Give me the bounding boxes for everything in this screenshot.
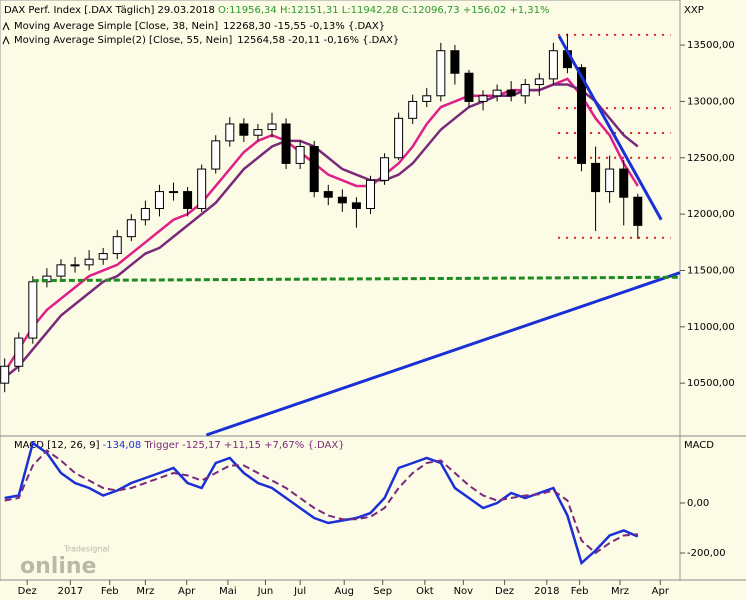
candle-body bbox=[169, 191, 179, 194]
x-tick-label: Feb bbox=[101, 586, 119, 597]
candle-body bbox=[28, 281, 38, 339]
legend-entry: Moving Average Simple [Close, 38, Nein] bbox=[14, 21, 218, 32]
x-tick-label: Dez bbox=[18, 586, 37, 597]
candle-body bbox=[56, 264, 66, 277]
x-tick-label: Dez bbox=[495, 586, 514, 597]
candle-body bbox=[98, 253, 108, 260]
axis-label: MACD bbox=[684, 440, 714, 451]
trend-line bbox=[205, 271, 681, 437]
legend-value: 12564,58 -20,11 -0,16% {.DAX} bbox=[237, 35, 399, 46]
candle-body bbox=[633, 196, 643, 226]
x-tick-label: Jul bbox=[293, 586, 306, 597]
candle-body bbox=[380, 157, 390, 181]
candle-body bbox=[0, 365, 10, 384]
candle-body bbox=[239, 123, 249, 136]
candle-body bbox=[577, 67, 587, 164]
x-tick-label: Okt bbox=[416, 586, 434, 597]
candle-body bbox=[309, 146, 319, 193]
candle-body bbox=[464, 72, 474, 102]
x-tick-label: Feb bbox=[571, 586, 589, 597]
y-tick-label: 10500,00 bbox=[687, 378, 735, 389]
x-tick-label: Mrz bbox=[611, 586, 629, 597]
candle-body bbox=[351, 202, 361, 209]
x-tick-label: Apr bbox=[178, 586, 196, 597]
macd-line bbox=[4, 440, 639, 566]
watermark-logo: online bbox=[20, 554, 96, 579]
candle-body bbox=[253, 129, 263, 136]
candle-body bbox=[591, 162, 601, 193]
x-tick-label: 2017 bbox=[58, 586, 83, 597]
candle-body bbox=[14, 337, 24, 367]
x-tick-label: Aug bbox=[334, 586, 354, 597]
candle-body bbox=[126, 219, 136, 238]
candle-body bbox=[183, 191, 193, 209]
candle-body bbox=[422, 95, 432, 102]
plot-frame bbox=[0, 0, 681, 581]
x-tick-label: Nov bbox=[454, 586, 474, 597]
x-tick-label: Mai bbox=[219, 586, 237, 597]
y-tick-label: 11500,00 bbox=[687, 265, 735, 276]
candle-body bbox=[84, 258, 94, 266]
y-tick-label: 12500,00 bbox=[687, 153, 735, 164]
candle-body bbox=[492, 89, 502, 97]
candle-body bbox=[520, 84, 530, 97]
candle-body bbox=[605, 168, 615, 193]
legend-value: 12268,30 -15,55 -0,13% {.DAX} bbox=[223, 21, 385, 32]
candle-body bbox=[548, 50, 558, 80]
axis-label: XXP bbox=[684, 5, 704, 16]
candle-body bbox=[450, 50, 460, 74]
trend-line bbox=[557, 35, 663, 221]
y-tick-label: -200,00 bbox=[687, 548, 726, 559]
candle-body bbox=[225, 123, 235, 142]
y-tick-label: 12000,00 bbox=[687, 209, 735, 220]
candle-body bbox=[436, 50, 446, 97]
y-tick-label: 11000,00 bbox=[687, 322, 735, 333]
candle-body bbox=[295, 146, 305, 164]
candle-body bbox=[408, 100, 418, 119]
candle-body bbox=[281, 123, 291, 164]
legend-icon bbox=[2, 35, 10, 45]
watermark-brand: Tradesignal bbox=[63, 545, 110, 554]
y-tick-label: 13500,00 bbox=[687, 40, 735, 51]
legend-icon bbox=[2, 21, 10, 31]
candle-body bbox=[211, 140, 221, 170]
candle-body bbox=[197, 168, 207, 209]
candle-body bbox=[70, 264, 80, 267]
x-tick-label: Mrz bbox=[136, 586, 154, 597]
candle-body bbox=[365, 179, 375, 209]
candle-body bbox=[619, 168, 629, 198]
candle-body bbox=[534, 78, 544, 86]
y-tick-label: 13000,00 bbox=[687, 96, 735, 107]
candle-body bbox=[506, 89, 516, 97]
x-tick-label: Sep bbox=[373, 586, 392, 597]
chart-title: DAX Perf. Index [.DAX Täglich] 29.03.201… bbox=[4, 5, 550, 16]
macd-line bbox=[4, 449, 638, 555]
x-tick-label: Jun bbox=[257, 586, 274, 597]
legend-entry: Moving Average Simple(2) [Close, 55, Nei… bbox=[14, 35, 232, 46]
candle-body bbox=[337, 196, 347, 204]
candle-body bbox=[112, 236, 122, 255]
candle-body bbox=[267, 123, 277, 131]
macd-legend: MACD [12, 26, 9] -134,08 Trigger -125,17… bbox=[14, 440, 345, 451]
candle-body bbox=[478, 95, 488, 102]
candle-body bbox=[323, 191, 333, 198]
x-tick-label: 2018 bbox=[534, 586, 559, 597]
candle-body bbox=[140, 207, 150, 221]
candle-body bbox=[154, 191, 164, 209]
x-tick-label: Apr bbox=[652, 586, 670, 597]
candle-body bbox=[394, 117, 404, 159]
y-tick-label: 0,00 bbox=[687, 498, 709, 509]
